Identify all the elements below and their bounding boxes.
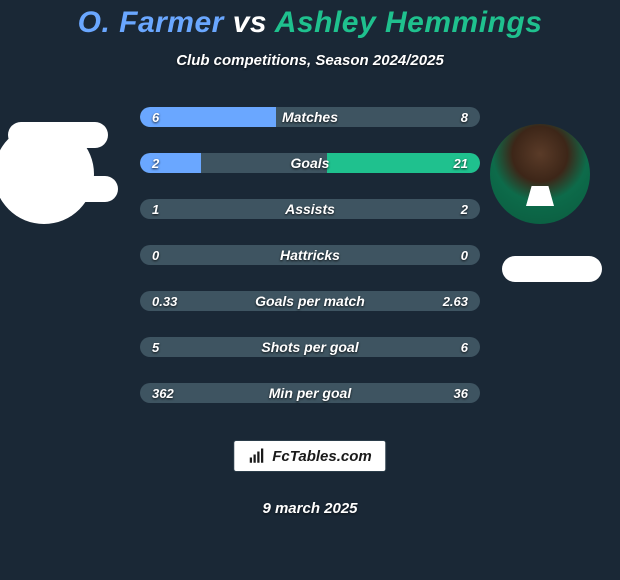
- stat-row: Hattricks0 0: [140, 245, 480, 265]
- footer-date: 9 march 2025: [262, 500, 357, 517]
- brand-badge[interactable]: FcTables.com: [233, 440, 386, 472]
- stat-value-left: 0.33: [152, 291, 177, 311]
- player2-name: Ashley Hemmings: [275, 6, 543, 39]
- stat-row: Matches6 8: [140, 107, 480, 127]
- stat-label: Goals: [140, 153, 480, 173]
- stat-value-right: 0: [461, 245, 468, 265]
- stat-row: Shots per goal5 6: [140, 337, 480, 357]
- comparison-card: O. Farmer vs Ashley Hemmings Club compet…: [0, 0, 620, 580]
- stat-label: Matches: [140, 107, 480, 127]
- player2-avatar: [490, 124, 590, 224]
- player1-chip-1: [8, 122, 108, 148]
- player1-chip-2: [18, 176, 118, 202]
- stat-value-right: 36: [454, 383, 468, 403]
- brand-text: FcTables.com: [272, 448, 371, 465]
- stat-value-right: 2.63: [443, 291, 468, 311]
- stat-label: Goals per match: [140, 291, 480, 311]
- stat-row: Goals2 21: [140, 153, 480, 173]
- stat-label: Assists: [140, 199, 480, 219]
- stat-row: Goals per match0.33 2.63: [140, 291, 480, 311]
- stat-value-left: 2: [152, 153, 159, 173]
- page-title: O. Farmer vs Ashley Hemmings: [0, 0, 620, 40]
- stat-value-left: 1: [152, 199, 159, 219]
- player2-jersey: [490, 124, 590, 224]
- stat-label: Shots per goal: [140, 337, 480, 357]
- chart-icon: [248, 447, 266, 465]
- player1-name: O. Farmer: [78, 6, 224, 39]
- stat-value-left: 362: [152, 383, 174, 403]
- stat-label: Min per goal: [140, 383, 480, 403]
- player2-chip-1: [502, 256, 602, 282]
- stat-label: Hattricks: [140, 245, 480, 265]
- stat-row: Min per goal362 36: [140, 383, 480, 403]
- stat-value-left: 0: [152, 245, 159, 265]
- stat-value-left: 6: [152, 107, 159, 127]
- stats-rows: Matches68Goals221Assists12Hattricks00Goa…: [140, 107, 480, 403]
- stat-row: Assists1 2: [140, 199, 480, 219]
- stat-value-right: 2: [461, 199, 468, 219]
- subtitle: Club competitions, Season 2024/2025: [0, 52, 620, 69]
- stat-value-right: 6: [461, 337, 468, 357]
- vs-text: vs: [233, 6, 267, 39]
- stat-value-right: 8: [461, 107, 468, 127]
- stat-value-left: 5: [152, 337, 159, 357]
- stat-value-right: 21: [454, 153, 468, 173]
